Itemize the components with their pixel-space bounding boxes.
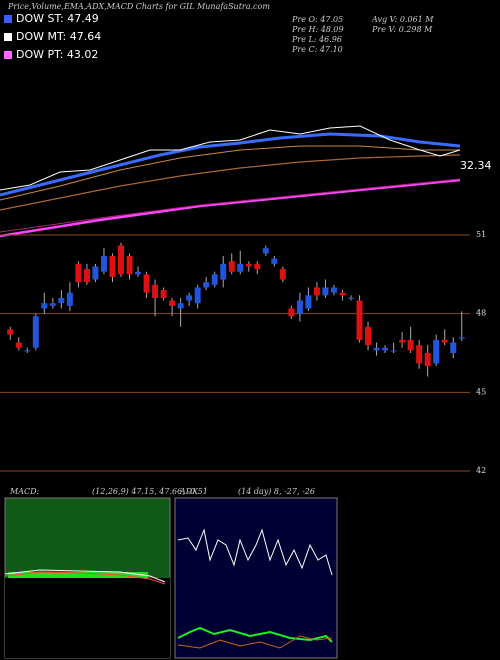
candle-body [83,269,90,283]
info: Avg V: 0.061 M [371,15,434,24]
adx-label: ADX [179,487,198,496]
candle-body [245,263,252,267]
signal-line [4,571,166,585]
candle-body [143,274,150,293]
candle-body [220,263,227,280]
macd-params: (12,26,9) 47.15, 47.66, -0.51 [92,487,208,496]
candle-body [186,295,193,301]
candle-body [32,316,39,348]
candle-body [458,337,465,339]
candle-body [313,287,320,296]
candle-body [228,261,235,272]
candle-body [24,350,31,352]
candle-body [305,295,312,309]
candle-body [75,263,82,283]
candle-body [416,345,423,364]
legend-swatch [4,15,12,23]
candle-body [348,297,354,299]
candle-body [441,339,448,343]
candle-body [7,329,14,335]
candle-body [365,326,372,346]
candle-body [58,297,65,304]
y-tick-label: 48 [476,309,486,318]
candle-body [92,266,99,280]
info: Pre H: 48.09 [291,25,344,34]
candle-body [356,300,363,340]
candle-body [100,255,107,272]
candle-body [424,353,431,367]
adx-line [177,528,333,576]
candle-body [373,347,380,351]
candle-body [126,255,133,275]
candle-body [49,303,56,306]
candle-body [160,290,167,298]
candle-body [118,245,124,275]
candle-body [339,292,346,296]
candle-body [237,263,244,272]
di-plus [177,626,333,643]
candle-body [254,263,261,270]
candle-body [399,339,406,343]
di-minus [177,635,333,649]
candle-body [407,339,414,351]
candle-body [177,303,184,309]
candle-body [66,292,73,306]
ema-label: 32.34 [460,159,492,172]
info: Pre C: 47.10 [291,45,343,54]
ema-lines [0,125,461,238]
info: Pre O: 47.05 [291,15,343,24]
info: Pre V: 0.298 M [371,25,433,34]
candle-body [330,287,337,293]
candle-body [279,269,286,280]
candle-body [450,342,457,353]
legend-swatch [4,33,12,41]
macd-label: MACD: [9,487,40,496]
title: Price,Volume,EMA,ADX,MACD Charts for GIL… [7,2,270,11]
candle-body [322,287,329,296]
legend-swatch [4,51,12,59]
candle-body [271,258,278,264]
candle-body [382,347,389,351]
candle-body [262,248,269,254]
candle-body [390,350,397,352]
candle-body [169,300,176,306]
y-tick-label: 51 [476,230,486,239]
candle-body [152,284,159,298]
macd-histogram [8,572,148,578]
candle-body [109,255,116,277]
legend-item: DOW MT: 47.64 [16,30,101,43]
macd-lower [5,578,170,658]
info: Pre L: 46.96 [291,35,342,44]
adx-params: (14 day) 8, -27, -26 [238,487,315,496]
candle-body [433,339,440,364]
candle-body [203,282,210,288]
y-tick-label: 45 [476,387,486,396]
candle-body [41,303,48,309]
candle-body [135,271,142,275]
macd-line [4,569,166,583]
y-tick-label: 42 [476,466,486,475]
legend-item: DOW PT: 43.02 [16,48,98,61]
legend-item: DOW ST: 47.49 [16,12,99,25]
candle-body [15,342,22,348]
candle-body [211,274,218,285]
candle-body [296,300,303,314]
candle-body [194,287,201,304]
candle-body [288,308,295,317]
adx-panel [174,497,338,659]
